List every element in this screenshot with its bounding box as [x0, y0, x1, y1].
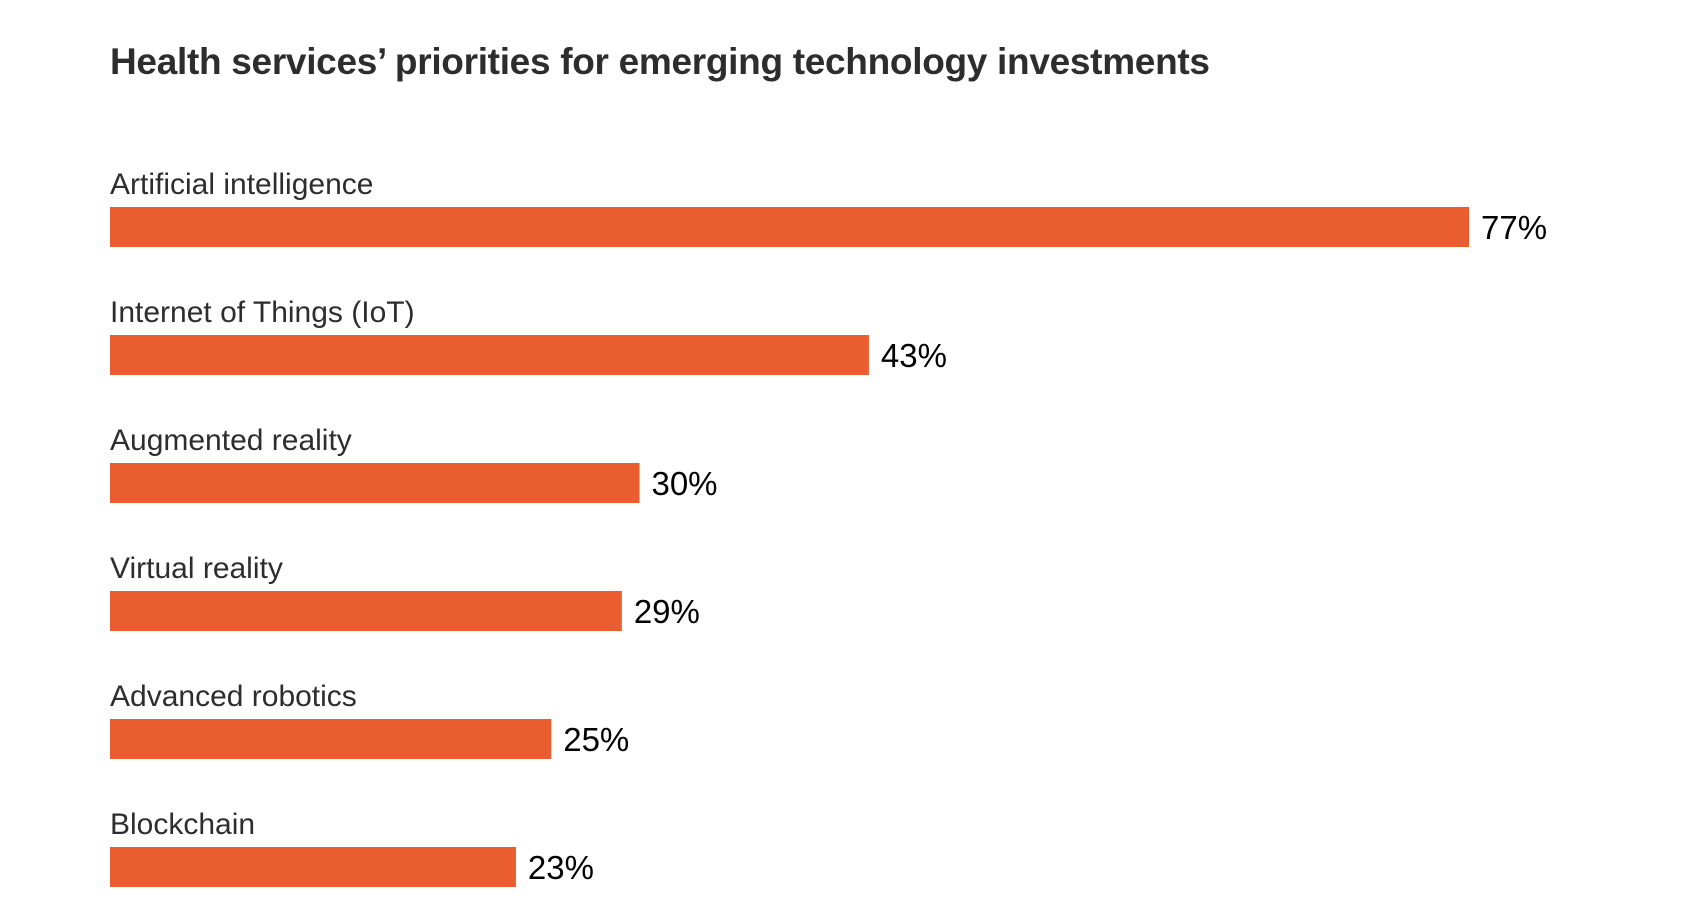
value-label: 77%: [1481, 209, 1547, 246]
bar: [110, 591, 622, 631]
category-label: Virtual reality: [110, 552, 283, 585]
value-label: 23%: [528, 849, 594, 886]
value-label: 25%: [563, 721, 629, 758]
bar: [110, 335, 869, 375]
bar: [110, 463, 640, 503]
category-label: Blockchain: [110, 808, 255, 841]
category-label: Augmented reality: [110, 424, 352, 457]
value-label: 29%: [634, 593, 700, 630]
bar-group: Virtual reality 29%: [110, 552, 700, 631]
bar-group: Artificial intelligence 77%: [110, 168, 1547, 247]
bar-group: Internet of Things (IoT) 43%: [110, 296, 947, 375]
category-label: Artificial intelligence: [110, 168, 373, 201]
value-label: 43%: [881, 337, 947, 374]
bar-group: Blockchain 23%: [110, 808, 594, 887]
bar: [110, 719, 552, 759]
bar: [110, 207, 1469, 247]
chart-title: Health services’ priorities for emerging…: [110, 41, 1210, 82]
category-label: Internet of Things (IoT): [110, 296, 415, 329]
bar-group: Augmented reality 30%: [110, 424, 718, 503]
value-label: 30%: [651, 465, 717, 502]
bar: [110, 847, 516, 887]
category-label: Advanced robotics: [110, 680, 357, 713]
bar-group: Advanced robotics 25%: [110, 680, 629, 759]
